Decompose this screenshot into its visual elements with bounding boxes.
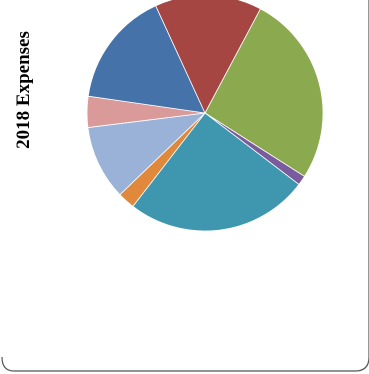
pie-slice-1: [204, 8, 324, 177]
chart-title: 2018 Expenses: [13, 31, 34, 149]
pie-slice-7: [87, 5, 206, 114]
pie-slices: [86, 0, 324, 232]
pie-slice-3: [132, 112, 300, 232]
pie-slice-5: [87, 112, 207, 196]
pie-slice-8: [155, 0, 261, 114]
